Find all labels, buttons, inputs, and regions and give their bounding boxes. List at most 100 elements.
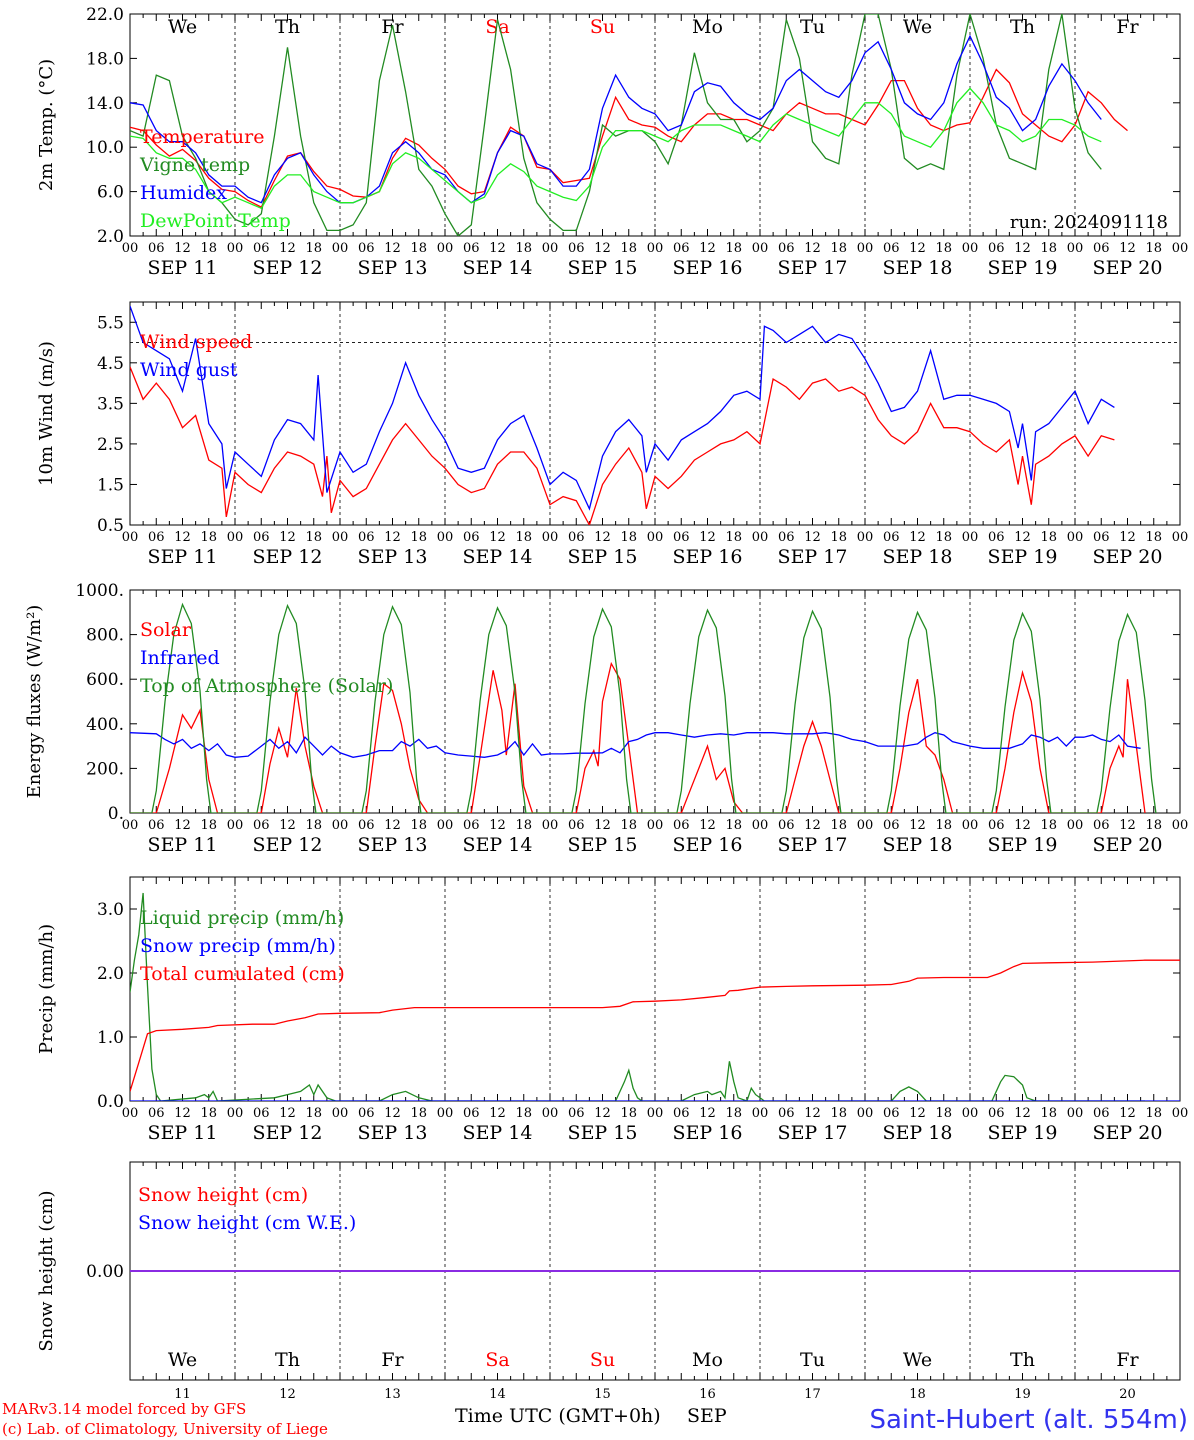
hour-tick-label: 18 <box>830 530 847 545</box>
legend-entry: Snow precip (mm/h) <box>140 935 336 957</box>
date-label: SEP 11 <box>148 834 218 856</box>
legend-entry: DewPoint Temp <box>140 210 291 232</box>
hour-tick-label: 00 <box>647 818 664 833</box>
hour-tick-label: 12 <box>1014 818 1031 833</box>
hour-tick-label: 18 <box>305 530 322 545</box>
hour-tick-label: 06 <box>463 530 480 545</box>
hour-tick-label: 00 <box>332 241 349 256</box>
weekday-label: Mo <box>692 16 723 38</box>
hour-tick-label: 18 <box>410 818 427 833</box>
hour-tick-label: 00 <box>752 241 769 256</box>
legend-entry: Liquid precip (mm/h) <box>140 907 344 929</box>
panel-5: 11 12 13 14 15 16 17 18 19 20 We Th Fr Sa Su Mo Tu We Th Fr… <box>36 1161 1181 1402</box>
day-number-label: 18 <box>909 1387 926 1402</box>
day-number-label: 15 <box>594 1387 611 1402</box>
hour-tick-label: 00 <box>437 530 454 545</box>
hour-tick-label: 18 <box>1145 241 1162 256</box>
hour-tick-label: 18 <box>515 530 532 545</box>
hour-tick-label: 12 <box>384 530 401 545</box>
date-label: SEP 12 <box>253 546 323 568</box>
hour-tick-label: 06 <box>253 241 270 256</box>
date-label: SEP 18 <box>883 1122 953 1144</box>
hour-tick-label: 06 <box>253 530 270 545</box>
date-label: SEP 12 <box>253 257 323 279</box>
weekday-label: Su <box>590 16 615 38</box>
hour-tick-label: 12 <box>699 241 716 256</box>
hour-tick-label: 06 <box>883 818 900 833</box>
hour-tick-label: 00 <box>227 1106 244 1121</box>
hour-tick-label: 18 <box>410 241 427 256</box>
hour-tick-label: 00 <box>437 1106 454 1121</box>
weekday-label: We <box>168 16 197 38</box>
date-label: SEP 16 <box>673 257 743 279</box>
series-line-vigne-temp <box>130 14 1102 236</box>
hour-tick-label: 00 <box>752 818 769 833</box>
hour-tick-label: 00 <box>962 1106 979 1121</box>
hour-tick-label: 18 <box>935 1106 952 1121</box>
weekday-label: Su <box>590 1349 615 1371</box>
weekday-label: Tu <box>800 1349 825 1371</box>
y-tick-label: 400. <box>86 715 124 735</box>
legend-entry: Snow height (cm W.E.) <box>138 1212 356 1234</box>
hour-tick-label: 12 <box>489 530 506 545</box>
weekday-label: Fr <box>381 1349 404 1371</box>
hour-tick-label: 12 <box>594 530 611 545</box>
date-label: SEP 20 <box>1093 1122 1163 1144</box>
y-axis-title: Snow height (cm) <box>36 1190 57 1351</box>
y-axis-title: Energy fluxes (W/m²) <box>24 605 45 799</box>
hour-tick-label: 18 <box>725 530 742 545</box>
hour-tick-label: 18 <box>725 818 742 833</box>
hour-tick-label: 00 <box>962 530 979 545</box>
hour-tick-label: 06 <box>988 241 1005 256</box>
hour-tick-label: 06 <box>988 818 1005 833</box>
hour-tick-label: 18 <box>1040 241 1057 256</box>
hour-tick-label: 18 <box>620 818 637 833</box>
y-axis-title: Precip (mm/h) <box>36 924 57 1054</box>
date-label: SEP 13 <box>358 546 428 568</box>
hour-tick-label: 06 <box>148 1106 165 1121</box>
y-tick-label: 18.0 <box>86 49 124 69</box>
y-tick-label: 2.0 <box>97 964 124 984</box>
hour-tick-label: 06 <box>778 818 795 833</box>
hour-tick-label: 18 <box>515 241 532 256</box>
hour-tick-label: 12 <box>594 818 611 833</box>
hour-tick-label: 06 <box>358 1106 375 1121</box>
hour-tick-label: 12 <box>1119 241 1136 256</box>
hour-tick-label: 06 <box>148 241 165 256</box>
hour-tick-label: 18 <box>620 1106 637 1121</box>
date-label: SEP 14 <box>463 1122 533 1144</box>
hour-tick-label: 06 <box>253 818 270 833</box>
hour-tick-label: 06 <box>358 241 375 256</box>
hour-tick-label: 06 <box>1093 241 1110 256</box>
legend-entry: Temperature <box>140 126 264 148</box>
hour-tick-label: 18 <box>410 1106 427 1121</box>
hour-tick-label: 00 <box>1067 818 1084 833</box>
hour-tick-label: 18 <box>725 1106 742 1121</box>
plot-frame <box>129 301 1181 526</box>
hour-tick-label: 12 <box>384 818 401 833</box>
hour-tick-label: 00 <box>332 1106 349 1121</box>
hour-tick-label: 00 <box>1067 530 1084 545</box>
y-tick-label: 0.5 <box>97 516 124 536</box>
weekday-label: Th <box>1010 16 1035 38</box>
hour-tick-label: 18 <box>1040 530 1057 545</box>
hour-tick-label: 12 <box>489 818 506 833</box>
legend-entry: Humidex <box>140 182 227 204</box>
hour-tick-label: 00 <box>542 818 559 833</box>
hour-tick-label: 12 <box>804 241 821 256</box>
hour-tick-label: 18 <box>1040 818 1057 833</box>
legend-entry: Total cumulated (cm) <box>140 963 345 985</box>
hour-tick-label: 18 <box>935 818 952 833</box>
y-tick-label: 5.5 <box>97 313 124 333</box>
hour-tick-label: 00 <box>122 818 139 833</box>
hour-tick-label: 12 <box>174 530 191 545</box>
date-label: SEP 13 <box>358 257 428 279</box>
plot-frame <box>129 589 1181 814</box>
date-label: SEP 13 <box>358 834 428 856</box>
hour-tick-label: 12 <box>384 1106 401 1121</box>
legend-entry: Top of Atmosphere (Solar) <box>140 675 393 697</box>
date-label: SEP 16 <box>673 1122 743 1144</box>
y-tick-label: 14.0 <box>86 94 124 114</box>
hour-tick-label: 00 <box>1172 818 1189 833</box>
